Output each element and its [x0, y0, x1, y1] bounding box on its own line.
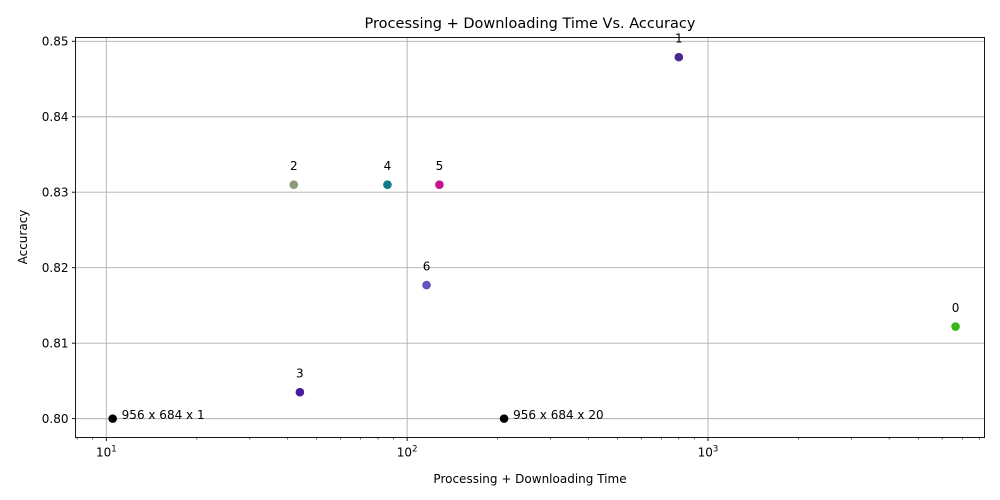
y-tick-label: 0.81 [42, 336, 69, 350]
data-point-label: 956 x 684 x 1 [122, 408, 205, 422]
x-tick-label-exponent: 1 [111, 445, 116, 455]
data-point-label: 956 x 684 x 20 [513, 408, 604, 422]
x-tick-label: 103 [698, 445, 719, 460]
x-tick-label-base: 10 [698, 446, 713, 460]
data-point [295, 387, 305, 397]
grid [75, 37, 985, 438]
data-point-label: 6 [423, 260, 431, 274]
data-point [383, 180, 392, 189]
chart-title: Processing + Downloading Time Vs. Accura… [365, 16, 696, 32]
data-point [951, 322, 960, 331]
data-point [499, 414, 509, 423]
y-axis-ticks: 0.80 0.81 0.82 0.83 0.84 0.85 [42, 35, 76, 426]
data-point-label: 2 [290, 159, 298, 173]
x-tick-label-exponent: 2 [412, 445, 417, 455]
y-tick-label: 0.80 [42, 412, 69, 426]
data-point-label: 4 [384, 159, 392, 173]
y-tick-label: 0.84 [42, 110, 69, 124]
data-point [108, 414, 117, 423]
data-point [289, 180, 299, 189]
x-tick-label-base: 10 [397, 446, 412, 460]
x-tick-label-base: 10 [96, 446, 111, 460]
data-point-label: 1 [675, 32, 683, 46]
data-point-label: 3 [296, 367, 304, 381]
x-axis-label: Processing + Downloading Time [433, 472, 626, 486]
data-point-label: 5 [436, 159, 444, 173]
data-point [674, 52, 684, 62]
data-points: 0 1 2 3 4 5 6 956 x 684 x 1 956 x 684 x 20 [108, 32, 960, 423]
y-tick-label: 0.82 [42, 261, 69, 275]
x-axis-ticks: 101 102 103 [96, 437, 719, 460]
x-tick-label-exponent: 3 [713, 445, 718, 455]
data-point [422, 280, 431, 290]
plot-frame [75, 37, 985, 438]
y-tick-label: 0.83 [42, 186, 69, 200]
y-axis-label: Accuracy [16, 210, 30, 265]
x-tick-label: 101 [96, 445, 117, 460]
data-point [435, 180, 444, 189]
y-tick-label: 0.85 [42, 35, 69, 49]
x-tick-label: 102 [397, 445, 418, 460]
data-point-label: 0 [952, 301, 960, 315]
